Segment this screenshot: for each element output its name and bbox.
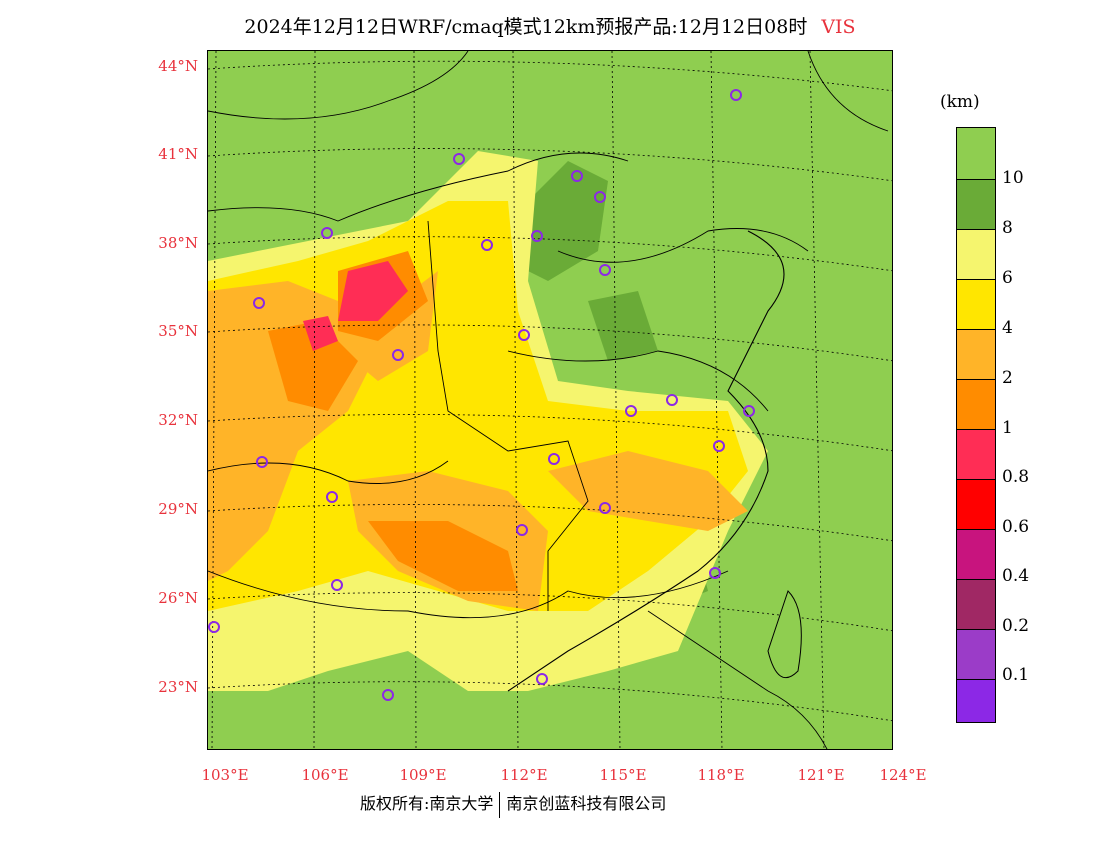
title-text: 2024年12月12日WRF/cmaq模式12km预报产品:12月12日08时	[244, 16, 808, 38]
legend-swatch	[957, 128, 995, 180]
taiwan-outline	[767, 590, 802, 679]
legend-swatch	[957, 330, 995, 380]
legend-label: 0.2	[1002, 616, 1030, 636]
graticule	[208, 51, 892, 749]
credit-right: 南京创蓝科技有限公司	[506, 794, 667, 813]
lon-label: 112°E	[500, 766, 548, 784]
lon-label: 124°E	[879, 766, 927, 784]
vis-zone-dark-green	[588, 291, 658, 361]
legend-swatch	[957, 180, 995, 230]
legend-swatch	[957, 280, 995, 330]
lat-label: 38°N	[158, 234, 198, 252]
station-markers	[208, 89, 755, 701]
map-title: 2024年12月12日WRF/cmaq模式12km预报产品:12月12日08时 V…	[0, 12, 1100, 39]
legend-label: 2	[1002, 368, 1013, 388]
vis-zone-0.8km	[338, 261, 408, 321]
legend-swatch	[957, 430, 995, 480]
color-legend	[956, 127, 996, 723]
coastline	[507, 230, 785, 692]
lat-label: 26°N	[158, 589, 198, 607]
legend-label: 1	[1002, 418, 1013, 438]
vis-zone-dark-green	[508, 161, 608, 281]
map-canvas	[208, 51, 892, 749]
legend-swatch	[957, 630, 995, 680]
lon-label: 109°E	[399, 766, 447, 784]
legend-swatch	[957, 380, 995, 430]
legend-label: 10	[1002, 168, 1024, 188]
vis-zone-1km	[268, 321, 358, 411]
legend-label: 4	[1002, 318, 1013, 338]
legend-swatch	[957, 480, 995, 530]
variable-label: VIS	[821, 16, 856, 38]
lon-label: 121°E	[797, 766, 845, 784]
legend-label: 0.4	[1002, 566, 1030, 586]
lat-label: 23°N	[158, 678, 198, 696]
legend-label: 8	[1002, 218, 1013, 238]
legend-swatch	[957, 680, 995, 722]
lat-label: 41°N	[158, 145, 198, 163]
legend-label: 0.6	[1002, 517, 1030, 537]
lon-label: 103°E	[201, 766, 249, 784]
vis-zone-1km	[368, 521, 518, 591]
legend-swatch	[957, 230, 995, 280]
lat-label: 35°N	[158, 322, 198, 340]
lat-label: 29°N	[158, 500, 198, 518]
lon-label: 118°E	[697, 766, 745, 784]
province-boundaries	[208, 51, 889, 749]
legend-label: 0.8	[1002, 467, 1030, 487]
lat-label: 32°N	[158, 411, 198, 429]
lon-label: 115°E	[599, 766, 647, 784]
credit-left: 版权所有:南京大学	[360, 794, 494, 813]
lat-label: 44°N	[158, 57, 198, 75]
legend-unit: (km)	[940, 92, 980, 112]
copyright: 版权所有:南京大学 南京创蓝科技有限公司	[360, 790, 666, 818]
vis-zone-0.8km	[303, 316, 338, 351]
lon-label: 106°E	[301, 766, 349, 784]
credit-divider	[499, 791, 501, 818]
legend-swatch	[957, 530, 995, 580]
legend-label: 0.1	[1002, 665, 1030, 685]
forecast-map	[207, 50, 893, 750]
legend-swatch	[957, 580, 995, 630]
legend-label: 6	[1002, 268, 1013, 288]
vis-zone-2km	[548, 451, 748, 531]
